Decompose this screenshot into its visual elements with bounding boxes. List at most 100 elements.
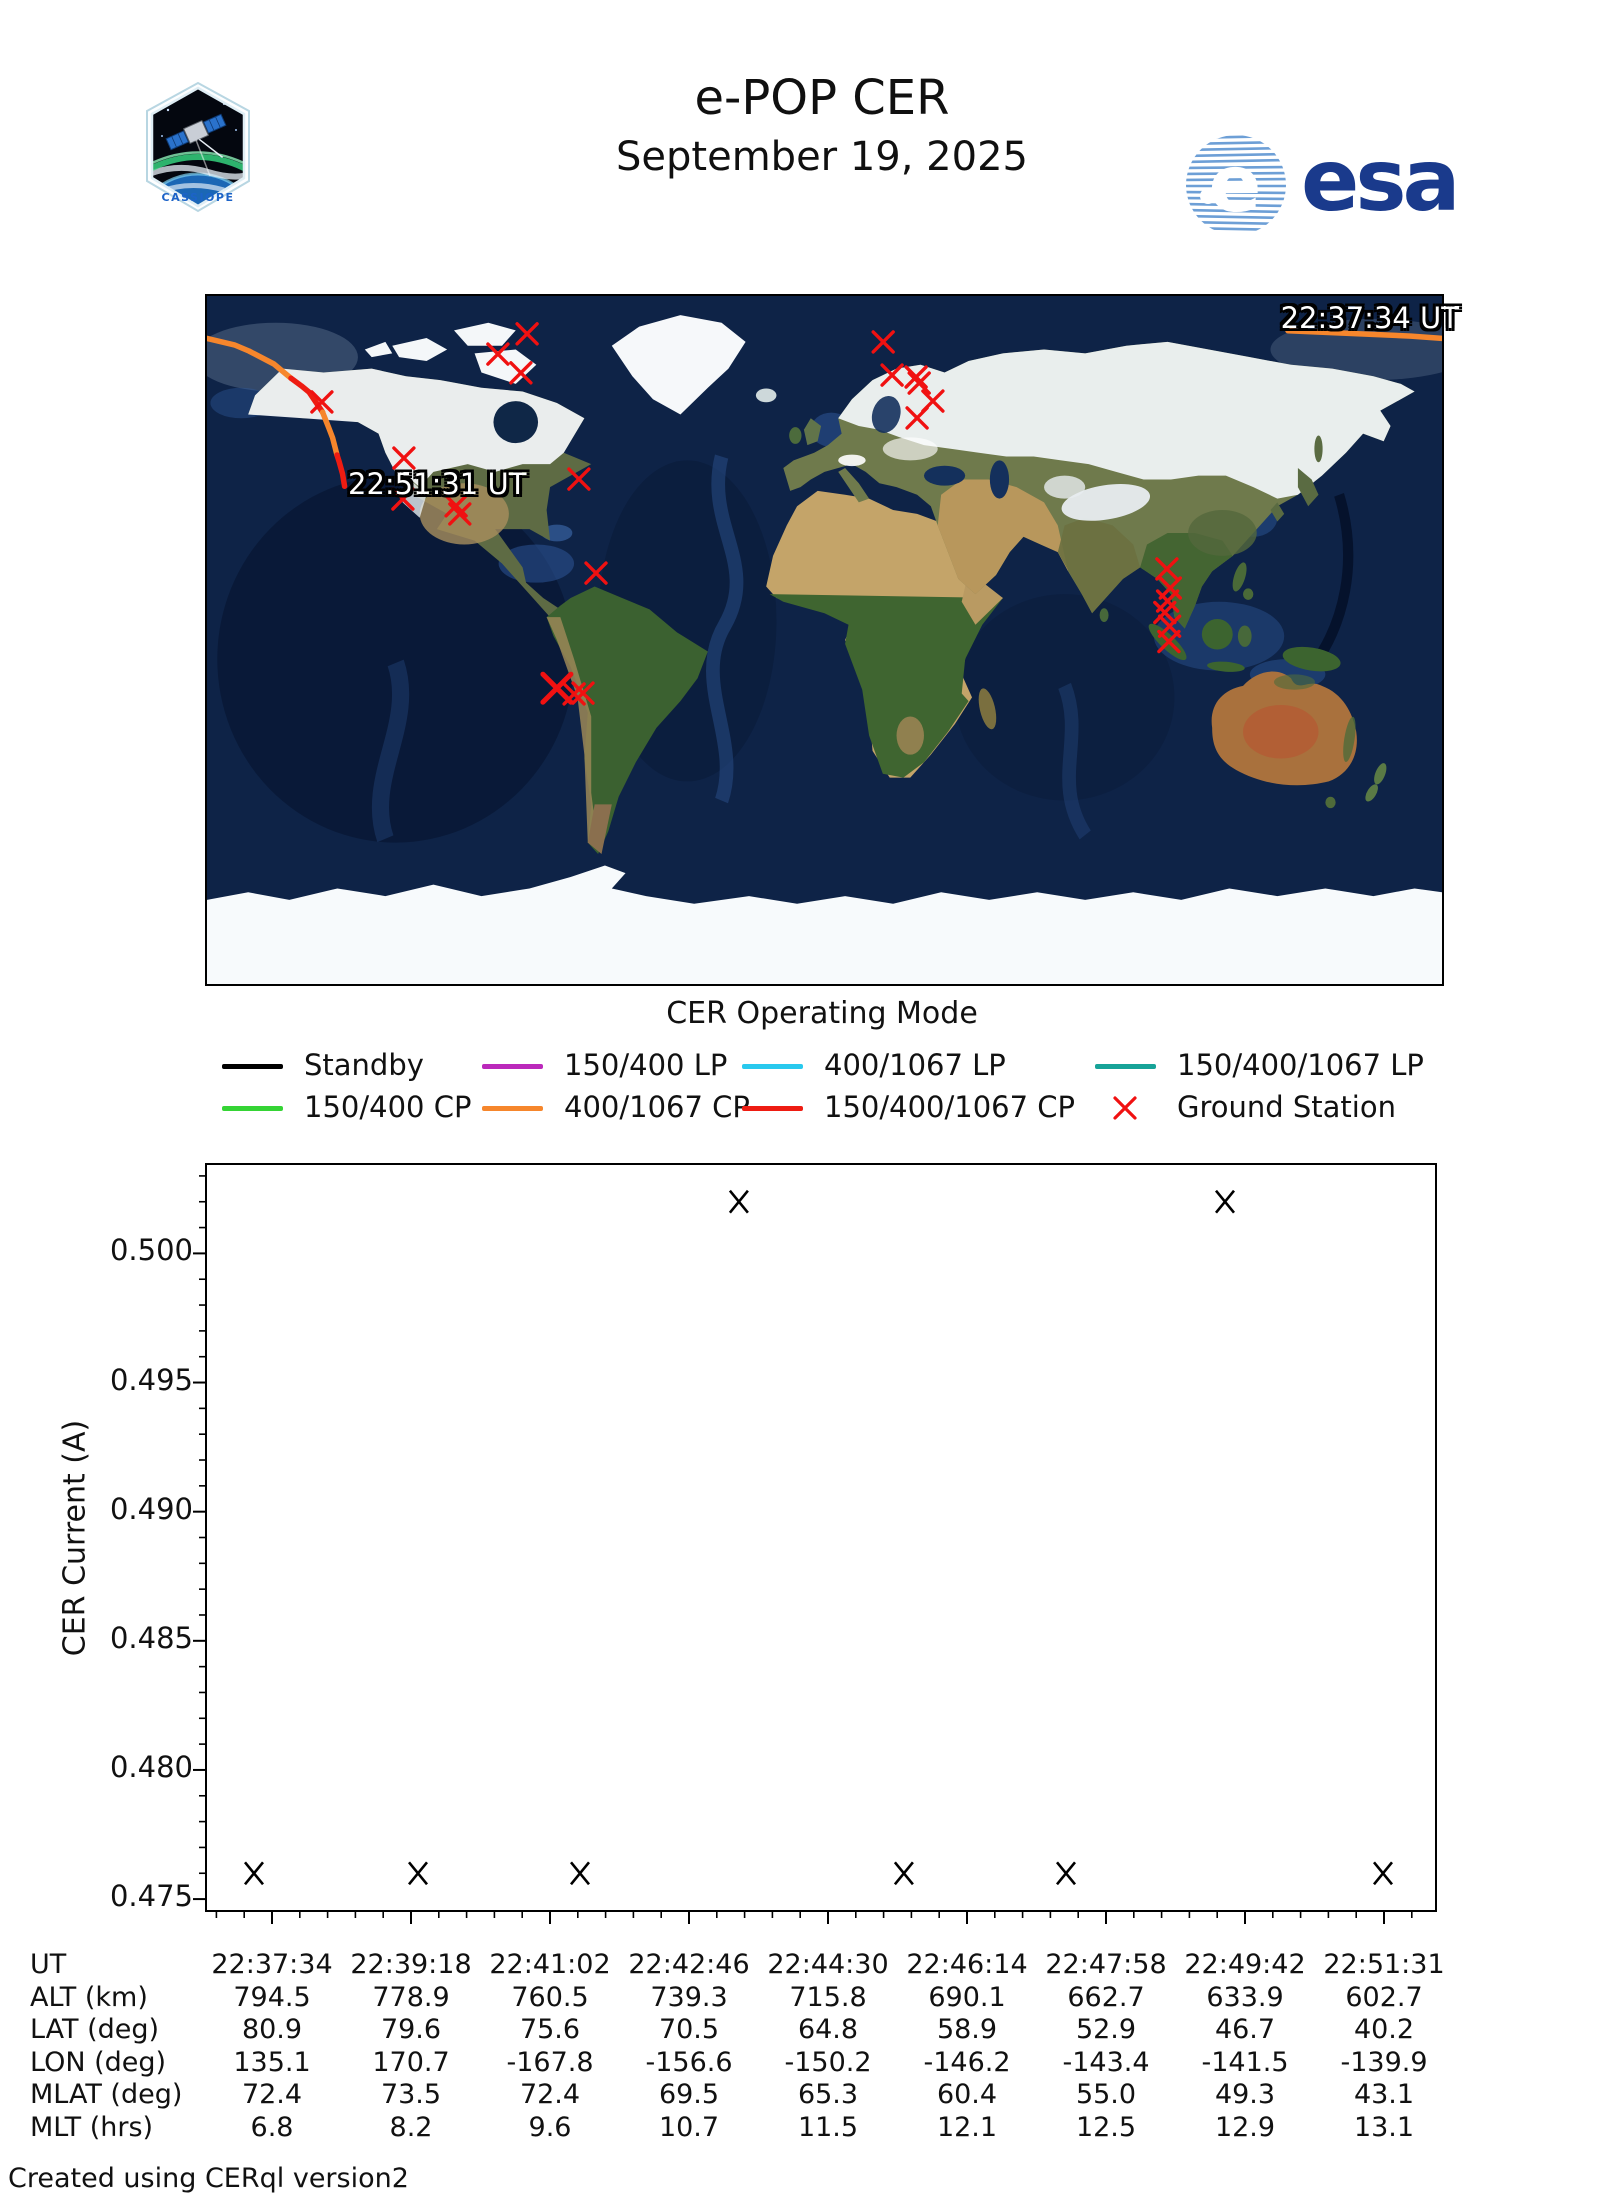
legend-entry-label: 400/1067 LP [824,1048,1006,1082]
table-value: 715.8 [789,1982,867,2013]
ground-station-marker [907,371,931,395]
table-row-label: MLT (hrs) [30,2112,154,2143]
ground-station-marker [871,330,895,354]
table-value: 60.4 [936,2079,998,2110]
table-row-label: LAT (deg) [30,2014,160,2045]
legend-entry-label: 150/400/1067 CP [824,1090,1076,1124]
table-row-label: LON (deg) [30,2047,167,2078]
table-value: 662.7 [1067,1982,1145,2013]
table-value: -143.4 [1062,2047,1150,2078]
ground-station-marker [567,467,591,491]
table-value: -139.9 [1340,2047,1428,2078]
orbit-track-segment [288,375,326,415]
table-value: 22:39:18 [350,1949,472,1980]
table-value: 6.8 [250,2112,294,2143]
table-value: 43.1 [1353,2079,1415,2110]
legend-entry-label: Ground Station [1177,1090,1396,1124]
table-value: 22:49:42 [1184,1949,1306,1980]
table-row-label: MLAT (deg) [30,2079,183,2110]
table-row-label: ALT (km) [30,1982,148,2013]
ground-station-marker [515,322,539,346]
legend-entry-label: 150/400/1067 LP [1177,1048,1424,1082]
legend-line-swatch [222,1063,283,1069]
orbit-track-segment [319,409,340,458]
table-value: 70.5 [658,2014,720,2045]
legend-ground-station-marker [1113,1096,1137,1120]
table-value: 72.4 [519,2079,581,2110]
data-point-marker [243,1861,265,1886]
svg-text:e: e [1209,140,1262,230]
page-date: September 19, 2025 [616,134,1028,180]
table-value: 55.0 [1075,2079,1137,2110]
orbit-track-overlay [207,322,1442,706]
legend-entry-label: 400/1067 CP [564,1090,750,1124]
table-value: 22:42:46 [628,1949,750,1980]
ground-station-marker [509,361,533,385]
legend-entry-label: Standby [304,1048,424,1082]
table-value: -156.6 [645,2047,733,2078]
table-value: 72.4 [241,2079,303,2110]
ground-station-marker [880,363,904,387]
table-value: 22:44:30 [767,1949,889,1980]
world-map-panel [205,294,1444,986]
table-value: 65.3 [797,2079,859,2110]
table-value: 778.9 [372,1982,450,2013]
table-value: 49.3 [1214,2079,1276,2110]
data-point-marker [1372,1861,1394,1886]
table-value: 12.5 [1075,2112,1137,2143]
table-row-label: UT [30,1949,67,1980]
legend-line-swatch [1095,1063,1156,1069]
data-point-marker [893,1861,914,1886]
esa-logo: e esa [1183,130,1563,240]
table-value: 135.1 [233,2047,311,2078]
orbit-track-segment [334,452,348,490]
track-end-time-label: 22:51:31 UT [348,467,527,501]
legend-title: CER Operating Mode [666,996,978,1031]
ground-station-marker [904,365,928,389]
ground-station-marker [1155,557,1179,581]
data-point-marker [569,1861,591,1886]
data-point-marker [407,1861,429,1886]
ground-station-marker [486,342,510,366]
legend-entry-label: 150/400 LP [564,1048,728,1082]
table-value: 80.9 [241,2014,303,2045]
table-value: 9.6 [528,2112,572,2143]
table-value: 760.5 [511,1982,589,2013]
ground-station-marker [905,406,929,430]
orbit-track-segment [1285,328,1442,342]
table-value: 58.9 [936,2014,998,2045]
legend-entry-label: 150/400 CP [304,1090,472,1124]
page-title: e-POP CER [694,70,950,126]
ground-station-marker [391,487,415,511]
track-start-time-label: 22:37:34 UT [1280,301,1459,335]
legend-line-swatch [482,1063,543,1069]
table-value: 794.5 [233,1982,311,2013]
table-value: 12.1 [936,2112,998,2143]
data-point-marker [728,1189,749,1214]
y-tick-label: 0.490 [109,1492,193,1526]
table-value: 739.3 [650,1982,728,2013]
table-value: 170.7 [372,2047,450,2078]
table-value: 22:47:58 [1045,1949,1167,1980]
y-tick-label: 0.475 [109,1879,193,1913]
table-value: 79.6 [380,2014,442,2045]
y-tick-label: 0.485 [109,1621,193,1655]
table-value: 75.6 [519,2014,581,2045]
esa-globe-icon: e [1186,135,1286,235]
table-value: 69.5 [658,2079,720,2110]
table-value: 73.5 [380,2079,442,2110]
table-value: 22:51:31 [1323,1949,1445,1980]
table-value: 46.7 [1214,2014,1276,2045]
cassiope-mission-patch: CASSIOPE [146,81,250,213]
esa-wordmark: esa [1301,131,1461,231]
footer-credit: Created using CERql version2 [8,2163,409,2194]
table-value: 13.1 [1353,2112,1415,2143]
table-value: 22:37:34 [211,1949,333,1980]
ground-station-marker [1157,629,1181,654]
table-value: 12.9 [1214,2112,1276,2143]
orbit-track-segment [207,335,294,381]
y-tick-label: 0.480 [109,1750,193,1784]
ground-station-marker [392,446,416,470]
table-value: 22:46:14 [906,1949,1028,1980]
table-value: 22:41:02 [489,1949,611,1980]
